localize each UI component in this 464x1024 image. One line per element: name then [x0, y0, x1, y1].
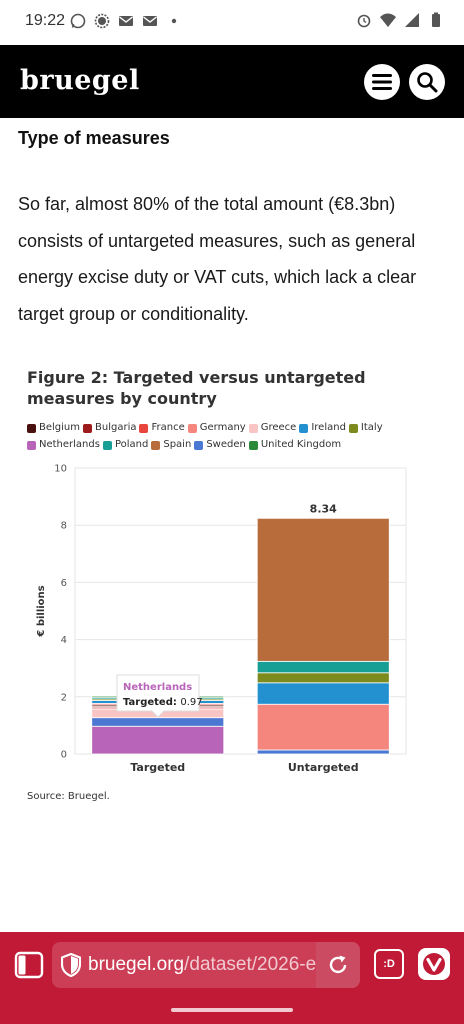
vivaldi-icon [423, 953, 445, 975]
y-tick-label: 4 [61, 635, 67, 646]
legend-item[interactable]: Spain [151, 438, 191, 453]
chart-legend: Belgium Bulgaria France Germany Greece Irelan… [27, 421, 447, 456]
search-button[interactable] [409, 64, 445, 100]
y-tick-label: 10 [54, 464, 67, 475]
bar-segment[interactable] [256, 749, 390, 755]
legend-label: Belgium [39, 422, 80, 433]
gmail-icon [119, 16, 133, 26]
legend-label: France [151, 422, 185, 433]
battery-icon [432, 12, 440, 27]
section-title: Type of measures [18, 128, 170, 148]
bar-segment[interactable] [91, 717, 225, 727]
tabs-icon [14, 951, 44, 979]
legend-label: Bulgaria [95, 422, 137, 433]
site-header: bruegel [0, 45, 464, 118]
legend-swatch [27, 423, 36, 433]
legend-swatch [187, 423, 197, 433]
status-bar: 19:22 [0, 0, 464, 45]
x-tick-label: Untargeted [288, 761, 359, 774]
url-domain: bruegel.org [88, 954, 185, 975]
legend-label: Ireland [311, 422, 346, 433]
home-indicator [171, 1008, 293, 1012]
system-icons [356, 12, 444, 28]
tooltip-box [116, 674, 200, 718]
whatsapp-icon [70, 13, 86, 29]
address-bar[interactable]: bruegel.org/dataset/2026-eu [52, 942, 360, 988]
legend-label: Netherlands [39, 439, 100, 451]
tooltip-value: Targeted: 0.97 [123, 697, 203, 708]
legend-item[interactable]: Belgium [27, 421, 80, 436]
legend-item[interactable]: Ireland [299, 421, 346, 436]
figure-title: Figure 2: Targeted versus untargeted mea… [27, 368, 366, 408]
shield-icon [61, 953, 81, 977]
legend-label: Italy [360, 422, 383, 433]
bar-segment[interactable] [256, 517, 390, 662]
legend-swatch [151, 441, 161, 450]
bar-segment[interactable] [256, 672, 390, 684]
hamburger-icon [372, 74, 392, 90]
wifi-icon [380, 13, 396, 27]
y-tick-label: 6 [61, 578, 67, 589]
x-tick-label: Targeted [130, 761, 185, 774]
legend-swatch [348, 423, 358, 433]
signal-app-icon [94, 13, 110, 29]
reload-icon [329, 955, 347, 974]
legend-swatch [299, 423, 309, 433]
legend-label: Greece [260, 422, 297, 433]
legend-item[interactable]: Sweden [194, 438, 246, 453]
legend-label: Sweden [206, 439, 246, 451]
notification-icons [70, 13, 182, 29]
legend-swatch [248, 441, 258, 450]
vivaldi-menu-button[interactable] [418, 948, 450, 980]
status-time: 19:22 [25, 12, 66, 29]
legend-label: United Kingdom [260, 439, 342, 451]
legend-swatch [27, 441, 36, 450]
article-paragraph: So far, almost 80% of the total amount (… [18, 194, 417, 324]
legend-item[interactable]: France [139, 421, 185, 436]
bar-segment[interactable] [256, 660, 390, 674]
tooltip-country: Netherlands [123, 682, 192, 693]
bar-segment[interactable] [256, 682, 390, 705]
y-tick-label: 2 [61, 692, 67, 703]
bar-segment[interactable] [91, 725, 225, 755]
total-data-label: 8.34 [310, 502, 337, 515]
legend-label: Spain [163, 439, 192, 451]
legend-label: Poland [114, 439, 149, 451]
browser-toolbar: bruegel.org/dataset/2026-eu :D [0, 932, 464, 1024]
gmail-icon [143, 16, 157, 26]
legend-swatch [139, 423, 149, 433]
legend-item[interactable]: Bulgaria [83, 421, 136, 436]
search-icon [417, 72, 438, 93]
extension-button[interactable]: :D [374, 949, 404, 979]
legend-item[interactable]: United Kingdom [248, 438, 342, 453]
menu-button[interactable] [364, 64, 400, 100]
legend-label: Germany [199, 422, 246, 433]
cell-signal-icon [405, 13, 419, 27]
legend-swatch [83, 423, 92, 433]
figure-source: Source: Bruegel. [27, 791, 110, 802]
y-tick-label: 8 [61, 521, 67, 532]
legend-item[interactable]: Greece [248, 421, 297, 436]
dot-icon [171, 18, 177, 24]
reload-button[interactable] [316, 942, 360, 988]
bruegel-logo[interactable]: bruegel [20, 65, 140, 96]
legend-item[interactable]: Poland [102, 438, 149, 453]
bar-segment[interactable] [256, 703, 390, 751]
alarm-icon [357, 14, 371, 28]
y-axis-label: € billions [36, 585, 47, 637]
y-tick-label: 0 [61, 750, 67, 761]
legend-swatch [102, 441, 112, 450]
legend-item[interactable]: Germany [187, 421, 246, 436]
tabs-button[interactable] [12, 948, 46, 982]
legend-item[interactable]: Italy [348, 421, 383, 436]
url-text: bruegel.org/dataset/2026-eu [88, 954, 327, 976]
extension-label: :D [383, 958, 395, 970]
legend-item[interactable]: Netherlands [27, 438, 100, 453]
url-path: /dataset/2026-eu [184, 954, 327, 975]
legend-swatch [194, 441, 204, 450]
legend-swatch [248, 423, 258, 433]
